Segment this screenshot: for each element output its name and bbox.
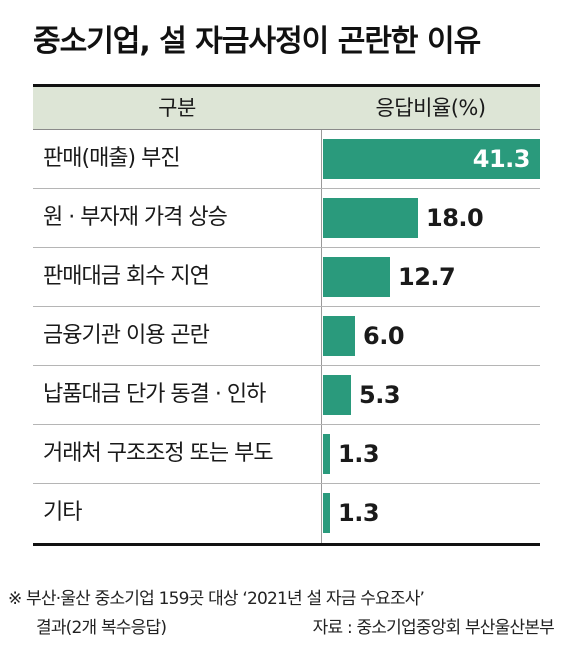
- bar: [323, 198, 418, 238]
- category-label: 기타: [43, 500, 82, 525]
- value-label: 41.3: [472, 145, 531, 173]
- source-note: 자료 : 중소기업중앙회 부산울산본부: [312, 618, 555, 638]
- bottom-rule: [33, 543, 540, 546]
- category-label: 판매대금 회수 지연: [43, 264, 210, 289]
- category-label: 납품대금 단가 동결 · 인하: [43, 382, 266, 407]
- value-label: 1.3: [338, 499, 380, 527]
- table-row: 판매대금 회수 지연 12.7: [33, 248, 540, 307]
- category-label: 원 · 부자재 가격 상승: [43, 205, 228, 230]
- bar: [323, 434, 330, 474]
- bar: [323, 493, 330, 533]
- value-label: 1.3: [338, 440, 380, 468]
- bar: [323, 316, 355, 356]
- chart-title: 중소기업, 설 자금사정이 곤란한 이유: [33, 24, 481, 59]
- table-row: 금융기관 이용 곤란 6.0: [33, 307, 540, 366]
- value-label: 5.3: [359, 381, 401, 409]
- value-label: 12.7: [398, 263, 456, 291]
- footnote-line2: 결과(2개 복수응답): [36, 618, 167, 638]
- category-label: 금융기관 이용 곤란: [43, 323, 210, 348]
- table-row: 판매(매출) 부진 41.3: [33, 130, 540, 189]
- bar: [323, 139, 540, 179]
- top-rule: [33, 84, 540, 87]
- table-row: 기타 1.3: [33, 484, 540, 542]
- column-divider: [321, 130, 322, 543]
- bar: [323, 375, 351, 415]
- bar: [323, 257, 390, 297]
- table-row: 원 · 부자재 가격 상승 18.0: [33, 189, 540, 248]
- table-row: 거래처 구조조정 또는 부도 1.3: [33, 425, 540, 484]
- table-row: 납품대금 단가 동결 · 인하 5.3: [33, 366, 540, 425]
- chart-table: 구분 응답비율(%) 판매(매출) 부진 41.3 원 · 부자재 가격 상승 18.…: [33, 84, 540, 546]
- header-ratio: 응답비율(%): [375, 96, 486, 120]
- footnote-line1: ※ 부산·울산 중소기업 159곳 대상 ‘2021년 설 자금 수요조사’: [8, 589, 425, 609]
- category-label: 판매(매출) 부진: [43, 146, 181, 171]
- category-label: 거래처 구조조정 또는 부도: [43, 441, 274, 466]
- header-category: 구분: [158, 96, 196, 120]
- value-label: 6.0: [363, 322, 405, 350]
- value-label: 18.0: [426, 204, 484, 232]
- table-header: 구분 응답비율(%): [33, 87, 540, 130]
